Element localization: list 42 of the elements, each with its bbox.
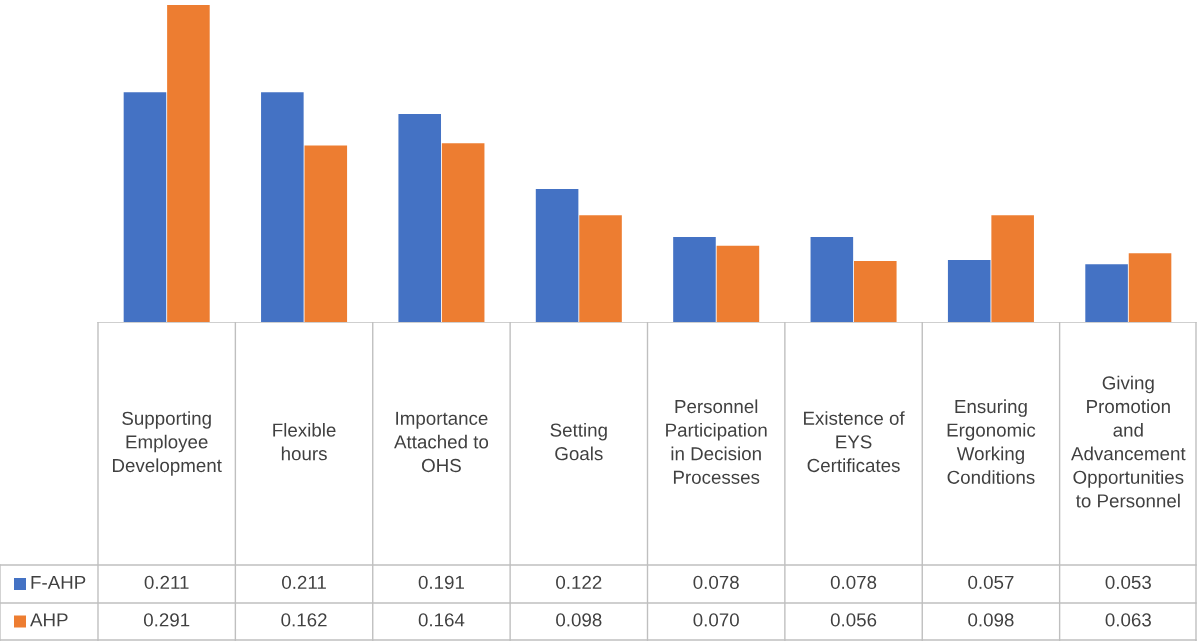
data-label: 0.056 xyxy=(830,613,877,627)
bar xyxy=(991,215,1034,322)
bar xyxy=(947,259,991,322)
x-tick-label: Ensuring Ergonomic Working Conditions xyxy=(947,399,1036,484)
x-tick-label: Supporting Employee Development xyxy=(112,411,222,476)
legend-label: AHP xyxy=(30,613,68,627)
bar xyxy=(441,143,485,322)
data-label: 0.191 xyxy=(418,575,464,590)
bar xyxy=(579,215,622,322)
data-label: 0.070 xyxy=(693,613,739,627)
data-label: 0.098 xyxy=(556,613,602,627)
bar xyxy=(261,92,304,322)
x-tick-label: Giving Promotion and Advancement Opportunities to Personnel xyxy=(1071,375,1186,508)
x-tick-label: Setting Goals xyxy=(550,422,607,461)
data-label: 0.164 xyxy=(418,613,465,627)
bar xyxy=(535,189,579,322)
bar xyxy=(810,237,854,322)
data-label: 0.122 xyxy=(556,575,602,590)
x-tick-label: Flexible hours xyxy=(273,422,336,461)
bar xyxy=(1085,264,1128,322)
data-label: 0.162 xyxy=(281,613,327,627)
bar xyxy=(398,113,442,322)
bar xyxy=(123,92,167,322)
x-tick-label: Importance Attached to OHS xyxy=(394,411,489,473)
data-label: 0.098 xyxy=(968,613,1014,627)
data-label: 0.078 xyxy=(830,575,877,590)
data-label: 0.063 xyxy=(1105,613,1151,627)
data-label: 0.057 xyxy=(968,575,1014,590)
data-label: 0.291 xyxy=(143,613,190,627)
data-label: 0.211 xyxy=(282,575,326,590)
data-label: 0.053 xyxy=(1105,575,1151,590)
data-label: 0.211 xyxy=(144,575,189,590)
bar xyxy=(673,237,716,322)
bar xyxy=(304,145,348,322)
legend-label: F-AHP xyxy=(31,575,86,589)
x-tick-label: Existence of EYS Certificates xyxy=(804,411,905,473)
x-tick-label: Personnel Participation in Decision Processes xyxy=(666,399,767,484)
bar xyxy=(716,245,760,322)
bar xyxy=(167,5,210,322)
bar xyxy=(1128,253,1172,322)
bar xyxy=(853,261,897,322)
data-label: 0.078 xyxy=(693,575,739,590)
